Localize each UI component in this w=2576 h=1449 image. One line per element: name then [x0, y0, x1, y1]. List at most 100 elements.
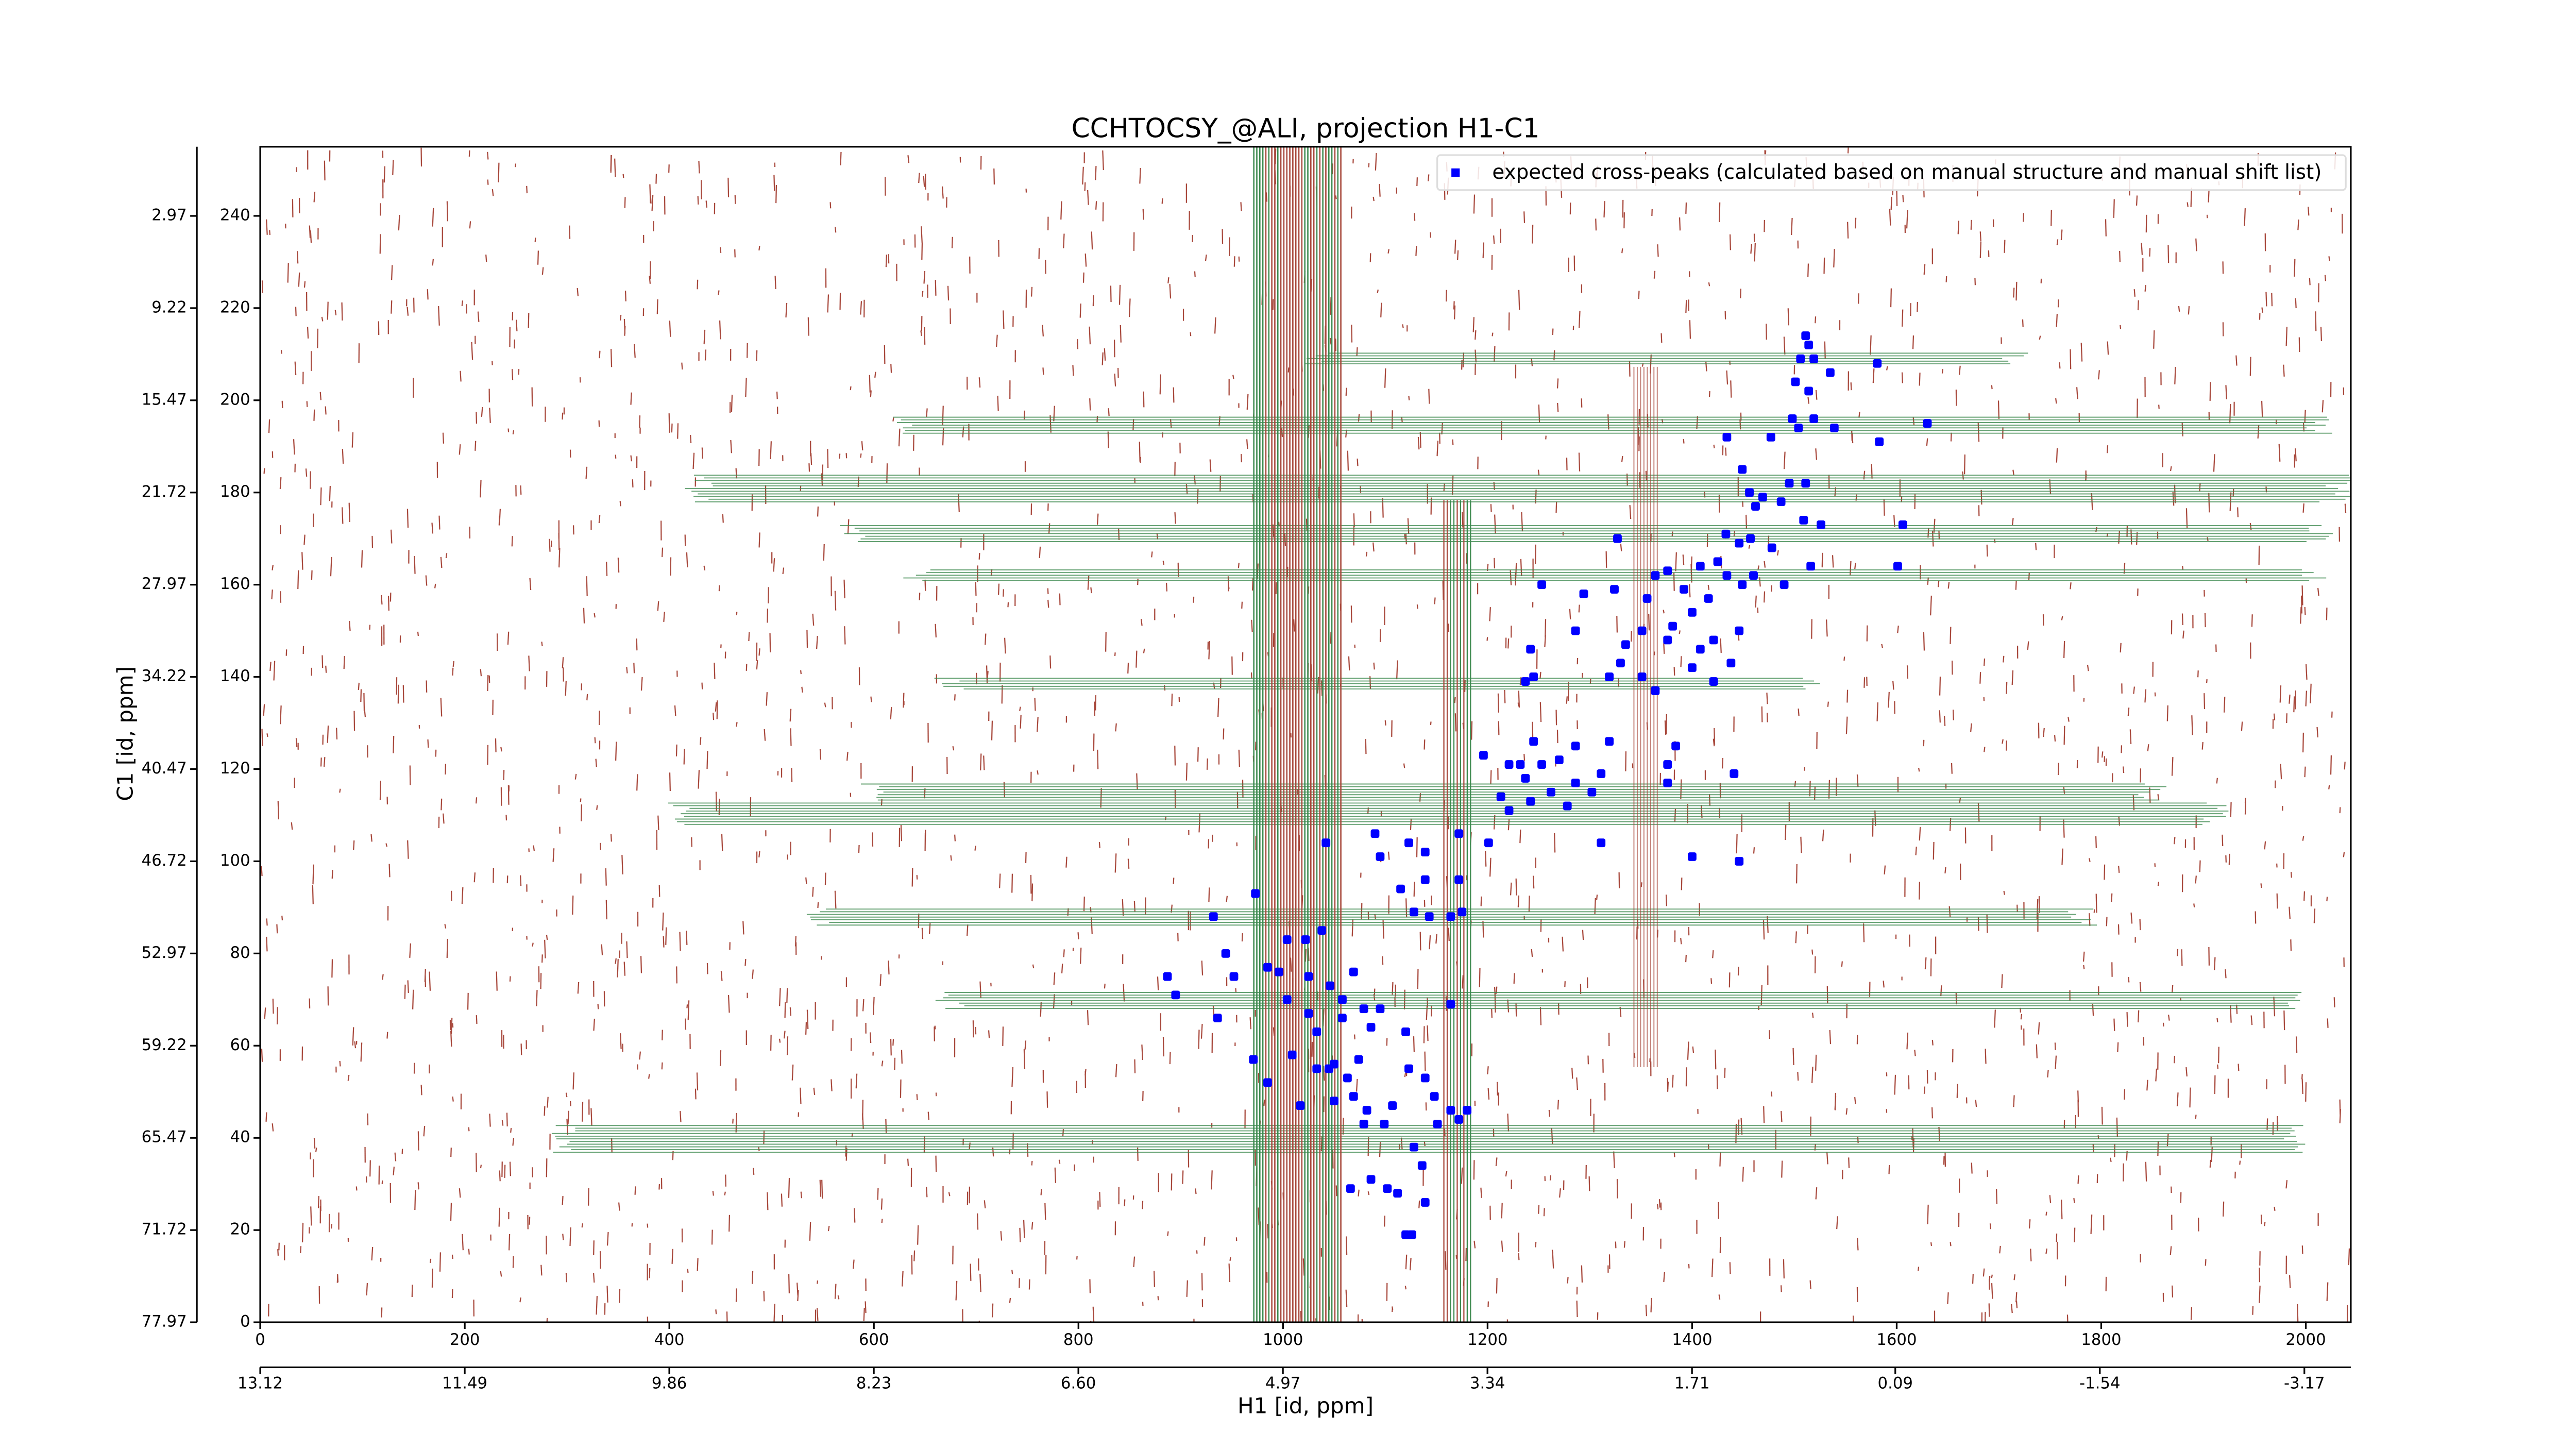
contour-noise: [2067, 716, 2070, 722]
contour-noise: [2070, 349, 2072, 369]
contour-noise: [468, 150, 470, 157]
contour-noise: [532, 942, 534, 947]
contour-noise: [2304, 606, 2306, 615]
contour-noise: [1482, 242, 1485, 259]
contour-noise: [872, 832, 874, 847]
cross-peak: [1735, 538, 1744, 548]
cross-peak: [1359, 1119, 1368, 1128]
contour-noise: [411, 1285, 413, 1298]
contour-noise: [1795, 931, 1797, 943]
contour-noise: [2273, 997, 2276, 1017]
cross-peak: [1221, 949, 1230, 958]
contour-noise: [1901, 372, 1903, 383]
contour-noise: [1436, 441, 1439, 457]
contour-noise: [703, 329, 706, 345]
contour-noise: [619, 501, 621, 507]
contour-noise: [598, 515, 601, 524]
cross-peak: [1420, 1073, 1430, 1083]
legend-marker: [1451, 168, 1460, 177]
cross-peak: [1446, 1106, 1455, 1115]
cross-peak: [1663, 635, 1672, 645]
cross-peak: [1433, 1119, 1442, 1128]
y2-tick-label: 52.97: [142, 943, 187, 962]
cross-peak: [1875, 437, 1884, 446]
contour-noise: [269, 230, 271, 235]
contour-noise: [379, 234, 381, 254]
contour-noise: [2144, 285, 2146, 292]
y-tick-label: 100: [220, 851, 250, 870]
cross-peak: [1605, 737, 1614, 746]
cross-peak: [1687, 608, 1697, 617]
contour-noise: [834, 591, 837, 611]
contour-noise: [342, 507, 344, 524]
contour-noise: [1640, 882, 1642, 887]
contour-noise: [558, 533, 560, 550]
contour-noise: [680, 1110, 682, 1122]
contour-noise: [758, 1147, 760, 1152]
contour-noise: [2173, 836, 2176, 845]
contour-noise: [1028, 1279, 1030, 1290]
contour-noise: [1241, 453, 1242, 463]
contour-noise: [1251, 578, 1254, 591]
contour-noise: [506, 875, 509, 884]
cross-peak: [1746, 534, 1755, 543]
cross-peak: [1282, 995, 1292, 1004]
cross-peak: [1597, 838, 1606, 848]
contour-noise: [323, 757, 326, 767]
contour-noise: [704, 349, 707, 361]
cross-peak: [1571, 778, 1580, 787]
contour-noise: [1950, 627, 1952, 644]
contour-noise: [1924, 957, 1927, 970]
contour-noise: [320, 487, 322, 506]
contour-noise: [2106, 445, 2109, 453]
contour-noise: [1578, 604, 1580, 613]
contour-noise: [1054, 1167, 1057, 1183]
contour-noise: [639, 1051, 641, 1060]
contour-noise: [1424, 1051, 1426, 1071]
contour-noise: [536, 990, 538, 1006]
contour-noise: [1556, 378, 1559, 389]
contour-noise: [839, 293, 841, 310]
contour-noise: [582, 1102, 584, 1122]
contour-noise: [331, 870, 333, 879]
contour-noise: [409, 765, 411, 785]
contour-noise: [852, 1259, 855, 1269]
contour-noise: [800, 1191, 803, 1199]
contour-noise: [1534, 544, 1536, 564]
contour-noise: [305, 468, 308, 477]
cross-peak: [1526, 645, 1535, 654]
cross-peak: [1680, 585, 1688, 594]
contour-noise: [2170, 1246, 2172, 1255]
contour-noise: [508, 1234, 511, 1251]
contour-noise: [476, 412, 478, 424]
contour-noise: [1718, 1294, 1721, 1300]
contour-noise: [1429, 935, 1431, 950]
contour-noise: [735, 1113, 737, 1133]
contour-noise: [1914, 1050, 1916, 1056]
contour-noise: [1552, 1252, 1554, 1269]
contour-noise: [696, 1072, 699, 1091]
contour-noise: [1740, 1118, 1743, 1135]
contour-noise: [1943, 716, 1946, 726]
contour-noise: [1001, 685, 1003, 704]
y2-tick-label: 27.97: [142, 575, 187, 593]
contour-noise: [2030, 1249, 2032, 1261]
contour-noise: [272, 998, 274, 1014]
contour-noise: [1414, 213, 1416, 221]
contour-noise: [1923, 264, 1926, 275]
contour-noise: [1625, 751, 1627, 771]
contour-noise: [2083, 965, 2085, 970]
contour-noise: [1545, 619, 1547, 637]
contour-noise: [1958, 365, 1961, 375]
contour-noise: [1555, 710, 1557, 726]
contour-noise: [2047, 1070, 2049, 1077]
contour-noise: [1658, 1199, 1661, 1208]
contour-noise: [445, 553, 448, 559]
contour-noise: [1384, 720, 1386, 726]
contour-noise: [541, 642, 543, 647]
cross-peak: [1343, 1073, 1352, 1083]
cross-peak: [1794, 424, 1803, 432]
contour-noise: [2090, 1214, 2093, 1234]
contour-noise: [779, 988, 781, 1006]
cross-peak: [1504, 806, 1514, 815]
